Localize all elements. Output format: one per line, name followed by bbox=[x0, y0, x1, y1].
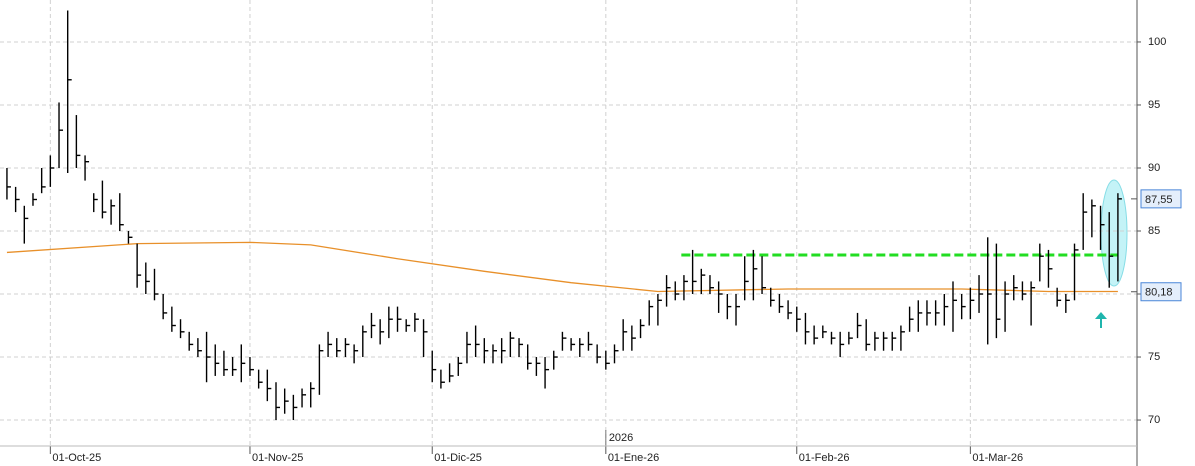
x-tick-label: 01-Nov-25 bbox=[252, 452, 303, 464]
x-tick-label: 01-Dic-25 bbox=[434, 452, 482, 464]
y-tick-label: 100 bbox=[1148, 36, 1166, 48]
year-label: 2026 bbox=[609, 432, 633, 444]
x-tick-label: 01-Mar-26 bbox=[972, 452, 1023, 464]
price-box bbox=[1140, 189, 1182, 209]
up-arrow bbox=[1095, 312, 1107, 328]
price-box bbox=[1140, 282, 1182, 302]
price-label: 80,18 bbox=[1145, 287, 1173, 299]
price-label: 87,55 bbox=[1145, 194, 1173, 206]
x-tick-label: 01-Ene-26 bbox=[608, 452, 659, 464]
x-tick-label: 01-Oct-25 bbox=[52, 452, 101, 464]
y-tick-label: 75 bbox=[1148, 351, 1160, 363]
y-tick-label: 90 bbox=[1148, 162, 1160, 174]
moving-average-line bbox=[6, 241, 1118, 293]
y-tick-label: 95 bbox=[1148, 99, 1160, 111]
x-tick-label: 01-Feb-26 bbox=[799, 452, 850, 464]
y-tick-label: 70 bbox=[1148, 414, 1160, 426]
y-tick-label: 85 bbox=[1148, 225, 1160, 237]
highlight-ellipse bbox=[1100, 179, 1128, 287]
